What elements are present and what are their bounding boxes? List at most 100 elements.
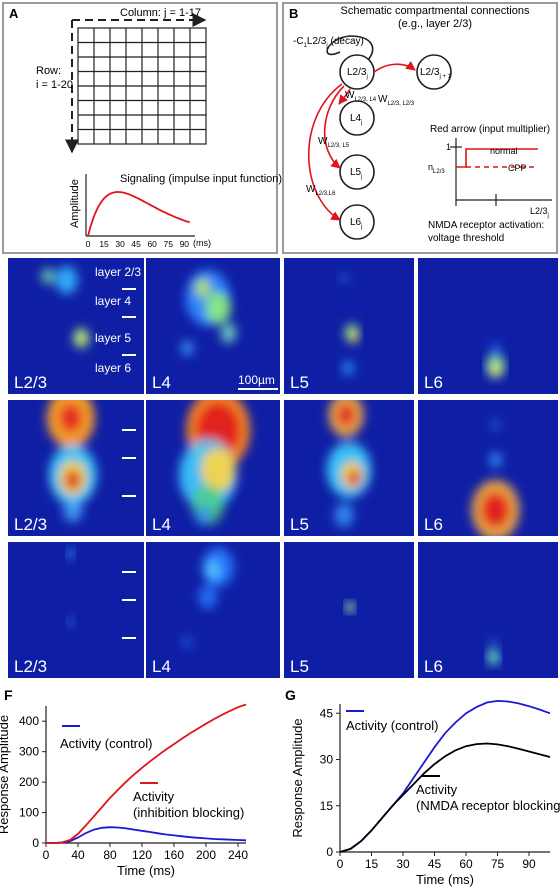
activity-blob: [490, 364, 501, 376]
signal-title: Signaling (impulse input function): [120, 173, 282, 185]
panel-b-frame: [282, 2, 558, 254]
activity-blob: [486, 649, 500, 665]
heatmap-tile: L2/3: [8, 542, 144, 678]
activity-blob: [194, 505, 211, 525]
activity-blob: [180, 340, 194, 356]
activity-blob: [220, 323, 237, 343]
nmda-caption-1: NMDA receptor activation:: [428, 220, 544, 231]
layer-tile-label: L6: [424, 515, 443, 534]
x-tick-label: 90: [522, 857, 536, 871]
activity-blob: [59, 404, 82, 432]
heatmap-tile: L4: [146, 542, 280, 678]
activity-blob: [205, 560, 221, 580]
heatmap-tile: L6: [418, 400, 558, 536]
heatmap-tile: L2/3: [8, 400, 144, 536]
heatmap-background: [8, 542, 144, 678]
legend-label: (inhibition blocking): [133, 805, 244, 820]
layer-depth-label: layer 4: [95, 294, 131, 308]
arrow-l23-to-l5: [323, 85, 345, 169]
svg-text:L2/3j + 1: L2/3j + 1: [420, 67, 452, 80]
compartment-grid: [77, 27, 207, 145]
activity-blob: [205, 292, 231, 324]
signal-x-unit: (ms): [193, 238, 211, 248]
y-tick-label: 200: [19, 775, 39, 789]
row-range-label: i = 1-20: [36, 79, 73, 91]
x-tick-label: 40: [71, 848, 85, 862]
inset-y-one: 1: [446, 142, 451, 152]
y-tick-label: 100: [19, 806, 39, 820]
signal-x-tick-label: 90: [180, 239, 190, 249]
node-l23-j-plus-1: L2/3j + 1: [416, 54, 452, 90]
inset-normal-line: [456, 148, 538, 168]
layer-depth-label: layer 6: [95, 361, 131, 375]
layer-depth-label: layer 2/3: [95, 265, 141, 279]
layer-tile-label: L6: [424, 657, 443, 676]
layer-tile-label: L5: [290, 515, 309, 534]
series-line-1: [46, 703, 247, 844]
heatmap-tile: L2/3: [8, 258, 144, 394]
inset-x-label: L2/3j: [530, 206, 549, 219]
layer-depth-label: layer 5: [95, 331, 131, 345]
node-l23-j: L2/3j: [339, 54, 375, 90]
svg-text:L2/3j: L2/3j: [347, 67, 368, 80]
activity-blob: [347, 470, 361, 486]
layer-tile-label: L4: [152, 515, 171, 534]
heatmap-tile: L5: [284, 542, 414, 678]
layer-tile-label: L2/3: [14, 373, 47, 392]
panel-f: F 0 40 80 120 160 200 240 0 100 200 300 400 Time (ms…: [0, 687, 248, 878]
inset-normal-label: normal: [490, 146, 518, 156]
activity-blob: [63, 498, 83, 522]
weight-l23-l23: WL2/3, L2/3: [378, 94, 415, 107]
decay-loop: [326, 35, 374, 61]
chart-f: 0 40 80 120 160 200 240 0 100 200 300 400 Time (ms) R…: [0, 703, 248, 878]
legend-label: (NMDA receptor blocking): [416, 798, 560, 813]
x-axis-label: Time (ms): [416, 872, 474, 887]
x-tick-label: 60: [459, 857, 473, 871]
legend-label: Activity (control): [60, 736, 152, 751]
signal-x-ticks: 0 15 30 45 60 75 90: [86, 239, 190, 249]
panel-f-letter: F: [4, 687, 13, 703]
series-line-1: [339, 742, 551, 853]
heatmap-tile: L4: [146, 400, 280, 536]
panel-a-frame: [2, 2, 278, 254]
amplitude-axis-label: Amplitude: [69, 179, 81, 228]
x-tick-label: 0: [337, 857, 344, 871]
column-label: Column: j = 1-17: [120, 7, 201, 19]
y-axis-label: Response Amplitude: [0, 715, 11, 834]
heatmap-tile: L6: [418, 542, 558, 678]
heatmap-tile: L5: [284, 400, 414, 536]
layer-tile-label: L4: [152, 657, 171, 676]
legend-label: Activity (control): [346, 718, 438, 733]
panel-b-subtitle: (e.g., layer 2/3): [398, 18, 472, 30]
x-tick-label: 30: [396, 857, 410, 871]
x-axis-label: Time (ms): [117, 863, 175, 878]
y-tick-label: 0: [326, 845, 333, 859]
activity-blob: [66, 549, 75, 559]
layer-tile-label: L2/3: [14, 657, 47, 676]
signal-x-tick-label: 45: [131, 239, 141, 249]
x-tick-label: 240: [228, 848, 248, 862]
signal-x-tick-label: 15: [99, 239, 109, 249]
signal-x-tick-label: 30: [115, 239, 125, 249]
panel-b-title: Schematic compartmental connections: [341, 5, 530, 17]
x-tick-label: 15: [365, 857, 379, 871]
x-tick-label: 0: [43, 848, 50, 862]
x-tick-label: 80: [103, 848, 117, 862]
heatmap-tile: L6: [418, 258, 558, 394]
panel-a-letter: A: [9, 6, 19, 21]
signal-x-tick-label: 60: [147, 239, 157, 249]
activity-blob: [200, 448, 236, 492]
activity-blob: [489, 452, 502, 468]
activity-blob: [334, 503, 354, 527]
activity-blob: [341, 360, 355, 376]
scale-bar-label: 100µm: [238, 373, 275, 387]
layer-tile-label: L5: [290, 657, 309, 676]
x-tick-label: 45: [428, 857, 442, 871]
svg-text:L6j: L6j: [350, 217, 362, 230]
nmda-caption-2: voltage threshold: [428, 233, 504, 244]
y-tick-label: 300: [19, 745, 39, 759]
